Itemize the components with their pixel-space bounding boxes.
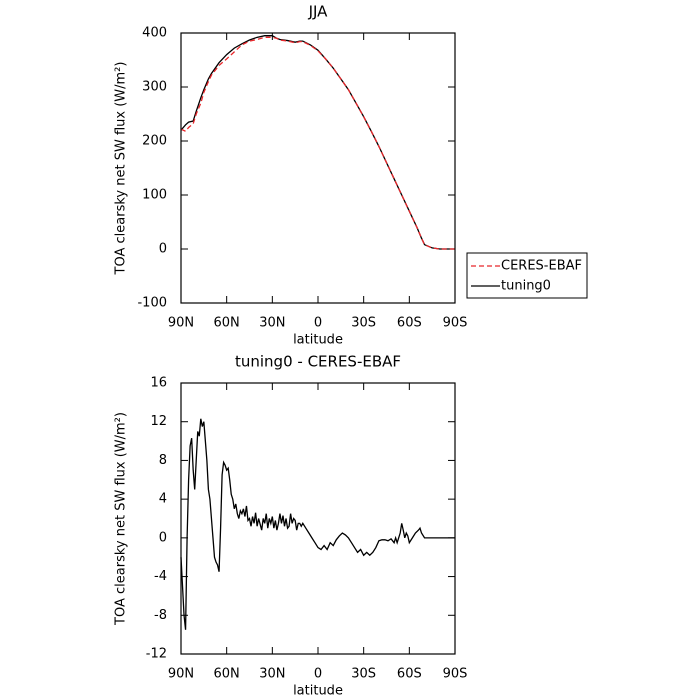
x-tick-label: 30S xyxy=(351,316,376,331)
y-tick-label: -8 xyxy=(154,608,167,623)
x-tick-label: 60N xyxy=(214,316,240,331)
legend-box xyxy=(466,252,588,299)
x-tick-label: 60N xyxy=(214,667,240,682)
legend-label: tuning0 xyxy=(501,279,551,294)
y-tick-label: 16 xyxy=(150,376,167,391)
data-line xyxy=(180,36,455,250)
chart-title: tuning0 - CERES-EBAF xyxy=(235,353,401,371)
x-tick-label: 30S xyxy=(351,667,376,682)
x-axis-label: latitude xyxy=(293,684,343,699)
y-tick-label: -4 xyxy=(154,569,167,584)
x-tick-label: 0 xyxy=(314,316,322,331)
x-tick-label: 30N xyxy=(259,316,285,331)
x-tick-label: 90N xyxy=(168,667,194,682)
x-tick-label: 90S xyxy=(443,316,468,331)
x-tick-label: 60S xyxy=(397,316,422,331)
legend-label: CERES-EBAF xyxy=(501,259,582,274)
x-axis-label: latitude xyxy=(293,333,343,348)
y-tick-label: 8 xyxy=(159,453,167,468)
y-tick-label: -12 xyxy=(146,647,167,662)
y-tick-label: 0 xyxy=(159,530,167,545)
y-tick-label: 300 xyxy=(142,80,167,95)
plot-frame xyxy=(180,382,456,655)
x-tick-label: 60S xyxy=(397,667,422,682)
data-line xyxy=(180,35,455,250)
y-tick-label: -100 xyxy=(137,296,167,311)
y-tick-label: 0 xyxy=(159,242,167,257)
y-tick-label: 4 xyxy=(159,492,167,507)
y-tick-label: 12 xyxy=(150,414,167,429)
y-axis-label: TOA clearsky net SW flux (W/m²) xyxy=(114,412,129,626)
y-axis-label: TOA clearsky net SW flux (W/m²) xyxy=(114,62,129,276)
x-tick-label: 90N xyxy=(168,316,194,331)
x-tick-label: 0 xyxy=(314,667,322,682)
y-tick-label: 200 xyxy=(142,134,167,149)
x-tick-label: 30N xyxy=(259,667,285,682)
chart-title: JJA xyxy=(308,3,329,21)
x-tick-label: 90S xyxy=(443,667,468,682)
data-line xyxy=(180,418,455,630)
y-tick-label: 100 xyxy=(142,188,167,203)
plot-frame xyxy=(180,32,456,304)
y-tick-label: 400 xyxy=(142,26,167,41)
